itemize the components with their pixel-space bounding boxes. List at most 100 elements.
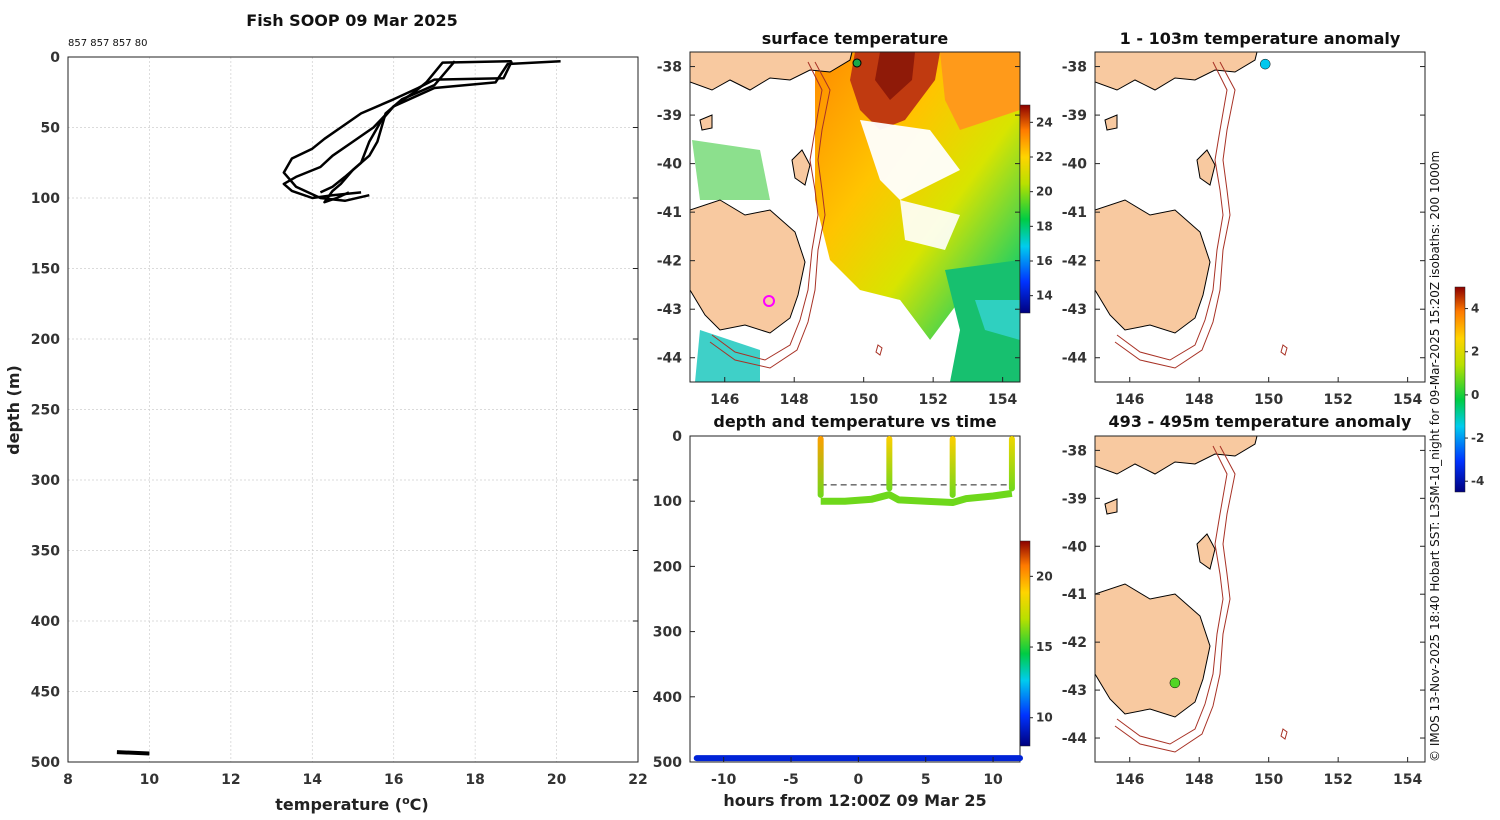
sst-land-king-island [699, 114, 713, 131]
anomaly-bottom-isobath-1000 [1114, 445, 1236, 753]
anomaly-top-land-king-island [1104, 114, 1118, 131]
anomaly-top-land-tasmania [1095, 199, 1211, 334]
sst-ytick-label: -41 [657, 205, 682, 221]
time-ytick-label: 0 [672, 429, 682, 445]
profile-line-cast-1 [282, 59, 561, 200]
sst-xtick-label: 150 [849, 392, 878, 408]
profile-line-cast-3 [323, 60, 456, 204]
time-colorbar-tick-label: 15 [1036, 640, 1053, 654]
sst-colorbar-tick-label: 14 [1036, 289, 1053, 303]
time-xtick-label: 0 [853, 772, 863, 788]
anomaly-top-ytick-label: -38 [1062, 60, 1087, 76]
time-title: depth and temperature vs time [713, 412, 996, 431]
profile-ytick-label: 350 [31, 544, 60, 560]
sst-start-marker [852, 58, 862, 68]
anomaly-bottom-ytick-label: -42 [1062, 635, 1087, 651]
anomaly-top-isobath-1000 [1114, 61, 1236, 369]
anomaly-top-ytick-label: -41 [1062, 205, 1087, 221]
anomaly-bottom-ytick-label: -41 [1062, 587, 1087, 603]
time-ytick-label: 200 [653, 559, 682, 575]
profile-ytick-label: 50 [41, 121, 61, 137]
sst-cloud-3 [820, 290, 930, 382]
time-ytick-label: 300 [653, 625, 682, 641]
sst-field-west-green [692, 140, 770, 200]
time-ytick-label: 500 [653, 755, 682, 771]
anomaly-top-xtick-label: 150 [1254, 392, 1283, 408]
profile-ytick-label: 150 [31, 262, 60, 278]
time-shallow-track [820, 489, 1013, 506]
sst-cloud-2 [900, 200, 960, 250]
time-surface-spike [886, 436, 893, 492]
anomaly-top-xtick-label: 154 [1393, 392, 1422, 408]
sst-field-cool-patch [975, 300, 1020, 340]
profile-xtick-label: 22 [628, 772, 647, 788]
anomaly-top-ytick-label: -43 [1062, 302, 1087, 318]
anomaly-bottom-ytick-label: -40 [1062, 539, 1088, 555]
profile-line-cast-4 [319, 59, 512, 194]
anomaly-top-ytick-label: -40 [1062, 157, 1088, 173]
profile-ytick-label: 0 [50, 50, 60, 66]
profile-ytick-label: 300 [31, 473, 60, 489]
profile-ids: 857 857 857 80 [68, 38, 148, 49]
sst-land-victoria [690, 52, 853, 91]
time-xtick-label: 10 [983, 772, 1003, 788]
sst-isobath-200 [711, 61, 823, 361]
anomaly-bottom-xtick-label: 146 [1115, 772, 1144, 788]
time-xlabel: hours from 12:00Z 09 Mar 25 [723, 791, 986, 810]
anomaly-top-xtick-label: 148 [1185, 392, 1214, 408]
profile-ytick-label: 400 [31, 614, 60, 630]
anomaly-top-land-victoria [1095, 52, 1258, 91]
anomaly-colorbar [1454, 286, 1466, 493]
anomaly-bottom-isobath-seamount [1280, 728, 1288, 740]
credit-text: © IMOS 13-Nov-2025 18:40 Hobart SST: L3S… [1428, 151, 1442, 762]
sst-colorbar-tick-label: 22 [1036, 150, 1053, 164]
anomaly-bottom-ytick-label: -38 [1062, 443, 1087, 459]
profile-ytick-label: 100 [31, 191, 60, 207]
anomaly-top-isobath-200 [1116, 61, 1228, 361]
anomaly-top-land-flinders-island [1196, 149, 1216, 186]
sst-colorbar-tick-label: 16 [1036, 254, 1053, 268]
sst-land-flinders-island [791, 149, 811, 186]
anomaly-bottom-xtick-label: 148 [1185, 772, 1214, 788]
anomaly-bottom-ytick-label: -43 [1062, 683, 1087, 699]
sst-title: surface temperature [762, 29, 949, 48]
anomaly-top-xtick-label: 146 [1115, 392, 1144, 408]
sst-field-hot-spot [875, 52, 915, 100]
profile-xtick-label: 12 [221, 772, 240, 788]
time-xtick-label: -5 [783, 772, 799, 788]
time-xtick-label: 5 [921, 772, 931, 788]
sst-xtick-label: 146 [710, 392, 739, 408]
anomaly-top-panel: 1 - 103m temperature anomaly 146 148 150 15… [1062, 29, 1426, 408]
sst-xtick-label: 148 [780, 392, 809, 408]
profile-xtick-label: 10 [140, 772, 160, 788]
time-xtick-label: -10 [711, 772, 737, 788]
sst-cloud-1 [860, 120, 960, 200]
sst-field-east-warm [940, 52, 1020, 130]
anomaly-top-ytick-label: -44 [1062, 351, 1088, 367]
anomaly-top-ytick-label: -39 [1062, 108, 1087, 124]
anomaly-bottom-land-king-island [1104, 498, 1118, 515]
anomaly-colorbar-tick-label: 2 [1471, 345, 1479, 359]
anomaly-top-xtick-label: 152 [1324, 392, 1353, 408]
anomaly-bottom-xtick-label: 150 [1254, 772, 1283, 788]
profile-line-cast-2 [282, 60, 513, 203]
anomaly-bottom-land-flinders-island [1196, 533, 1216, 570]
profile-xtick-label: 8 [63, 772, 73, 788]
profile-xtick-label: 18 [465, 772, 484, 788]
anomaly-bottom-anomaly-point [1169, 677, 1181, 689]
time-ytick-label: 400 [653, 690, 682, 706]
sst-isobath-seamount [875, 344, 883, 356]
anomaly-top-title: 1 - 103m temperature anomaly [1120, 29, 1401, 48]
anomaly-bottom-ytick-label: -39 [1062, 491, 1087, 507]
sst-colorbar [1019, 104, 1031, 314]
anomaly-bottom-land-victoria [1095, 436, 1258, 475]
profile-ylabel: depth (m) [4, 365, 23, 455]
profile-ytick-label: 450 [31, 685, 60, 701]
time-colorbar [1019, 540, 1031, 747]
profile-xtick-label: 16 [384, 772, 403, 788]
time-surface-spike [817, 436, 824, 498]
time-colorbar-tick-label: 10 [1036, 711, 1053, 725]
anomaly-colorbar-tick-label: 4 [1471, 302, 1479, 316]
anomaly-bottom-panel: 493 - 495m temperature anomaly 146 148 150… [1062, 286, 1484, 788]
